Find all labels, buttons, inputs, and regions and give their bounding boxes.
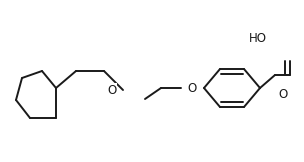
Text: O: O <box>278 87 287 100</box>
Text: HO: HO <box>249 31 267 45</box>
Text: O: O <box>107 83 117 97</box>
Text: O: O <box>187 81 197 94</box>
